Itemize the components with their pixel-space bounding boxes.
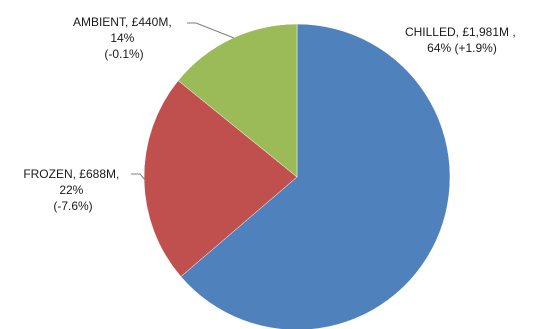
pie-slice-ambient [177, 23, 298, 178]
pie-slice-chilled [180, 23, 451, 329]
data-label-frozen: FROZEN, £688M, 22% (-7.6%) [23, 167, 122, 213]
data-label-ambient-line-1: AMBIENT, £440M, [73, 15, 172, 29]
data-label-frozen-line-1: FROZEN, £688M, [23, 167, 119, 181]
data-label-ambient-line-3: (-0.1%) [104, 47, 143, 61]
data-label-chilled-line-2: 64% (+1.9%) [427, 41, 497, 55]
data-label-frozen-line-2: 22% [59, 183, 83, 197]
data-label-ambient: AMBIENT, £440M, 14% (-0.1%) [73, 15, 175, 61]
leader-lines [131, 22, 235, 182]
data-label-chilled: CHILLED, £1,981M , 64% (+1.9%) [405, 25, 519, 55]
data-label-ambient-line-2: 14% [110, 31, 134, 45]
leader-line-frozen [131, 173, 147, 182]
data-labels: CHILLED, £1,981M , 64% (+1.9%) FROZEN, £… [23, 15, 519, 213]
data-label-frozen-line-3: (-7.6%) [53, 199, 92, 213]
data-label-chilled-line-1: CHILLED, £1,981M , [405, 25, 516, 39]
pie-slices [143, 23, 451, 329]
leader-line-ambient [187, 22, 235, 39]
